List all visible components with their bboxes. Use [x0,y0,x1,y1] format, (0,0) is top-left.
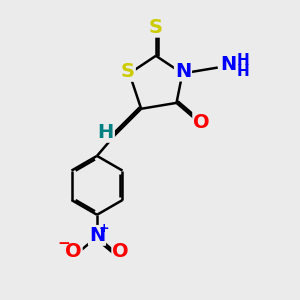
Text: O: O [65,242,82,261]
Text: O: O [112,242,129,261]
Text: −: − [58,236,70,251]
Text: H: H [98,123,114,142]
Text: S: S [121,62,135,81]
Text: H: H [236,64,249,80]
Text: S: S [149,18,163,37]
Text: +: + [98,222,109,235]
Text: N: N [220,55,236,74]
Text: N: N [89,226,105,245]
Text: N: N [175,61,191,81]
Text: H: H [236,53,249,68]
Text: O: O [193,112,210,131]
